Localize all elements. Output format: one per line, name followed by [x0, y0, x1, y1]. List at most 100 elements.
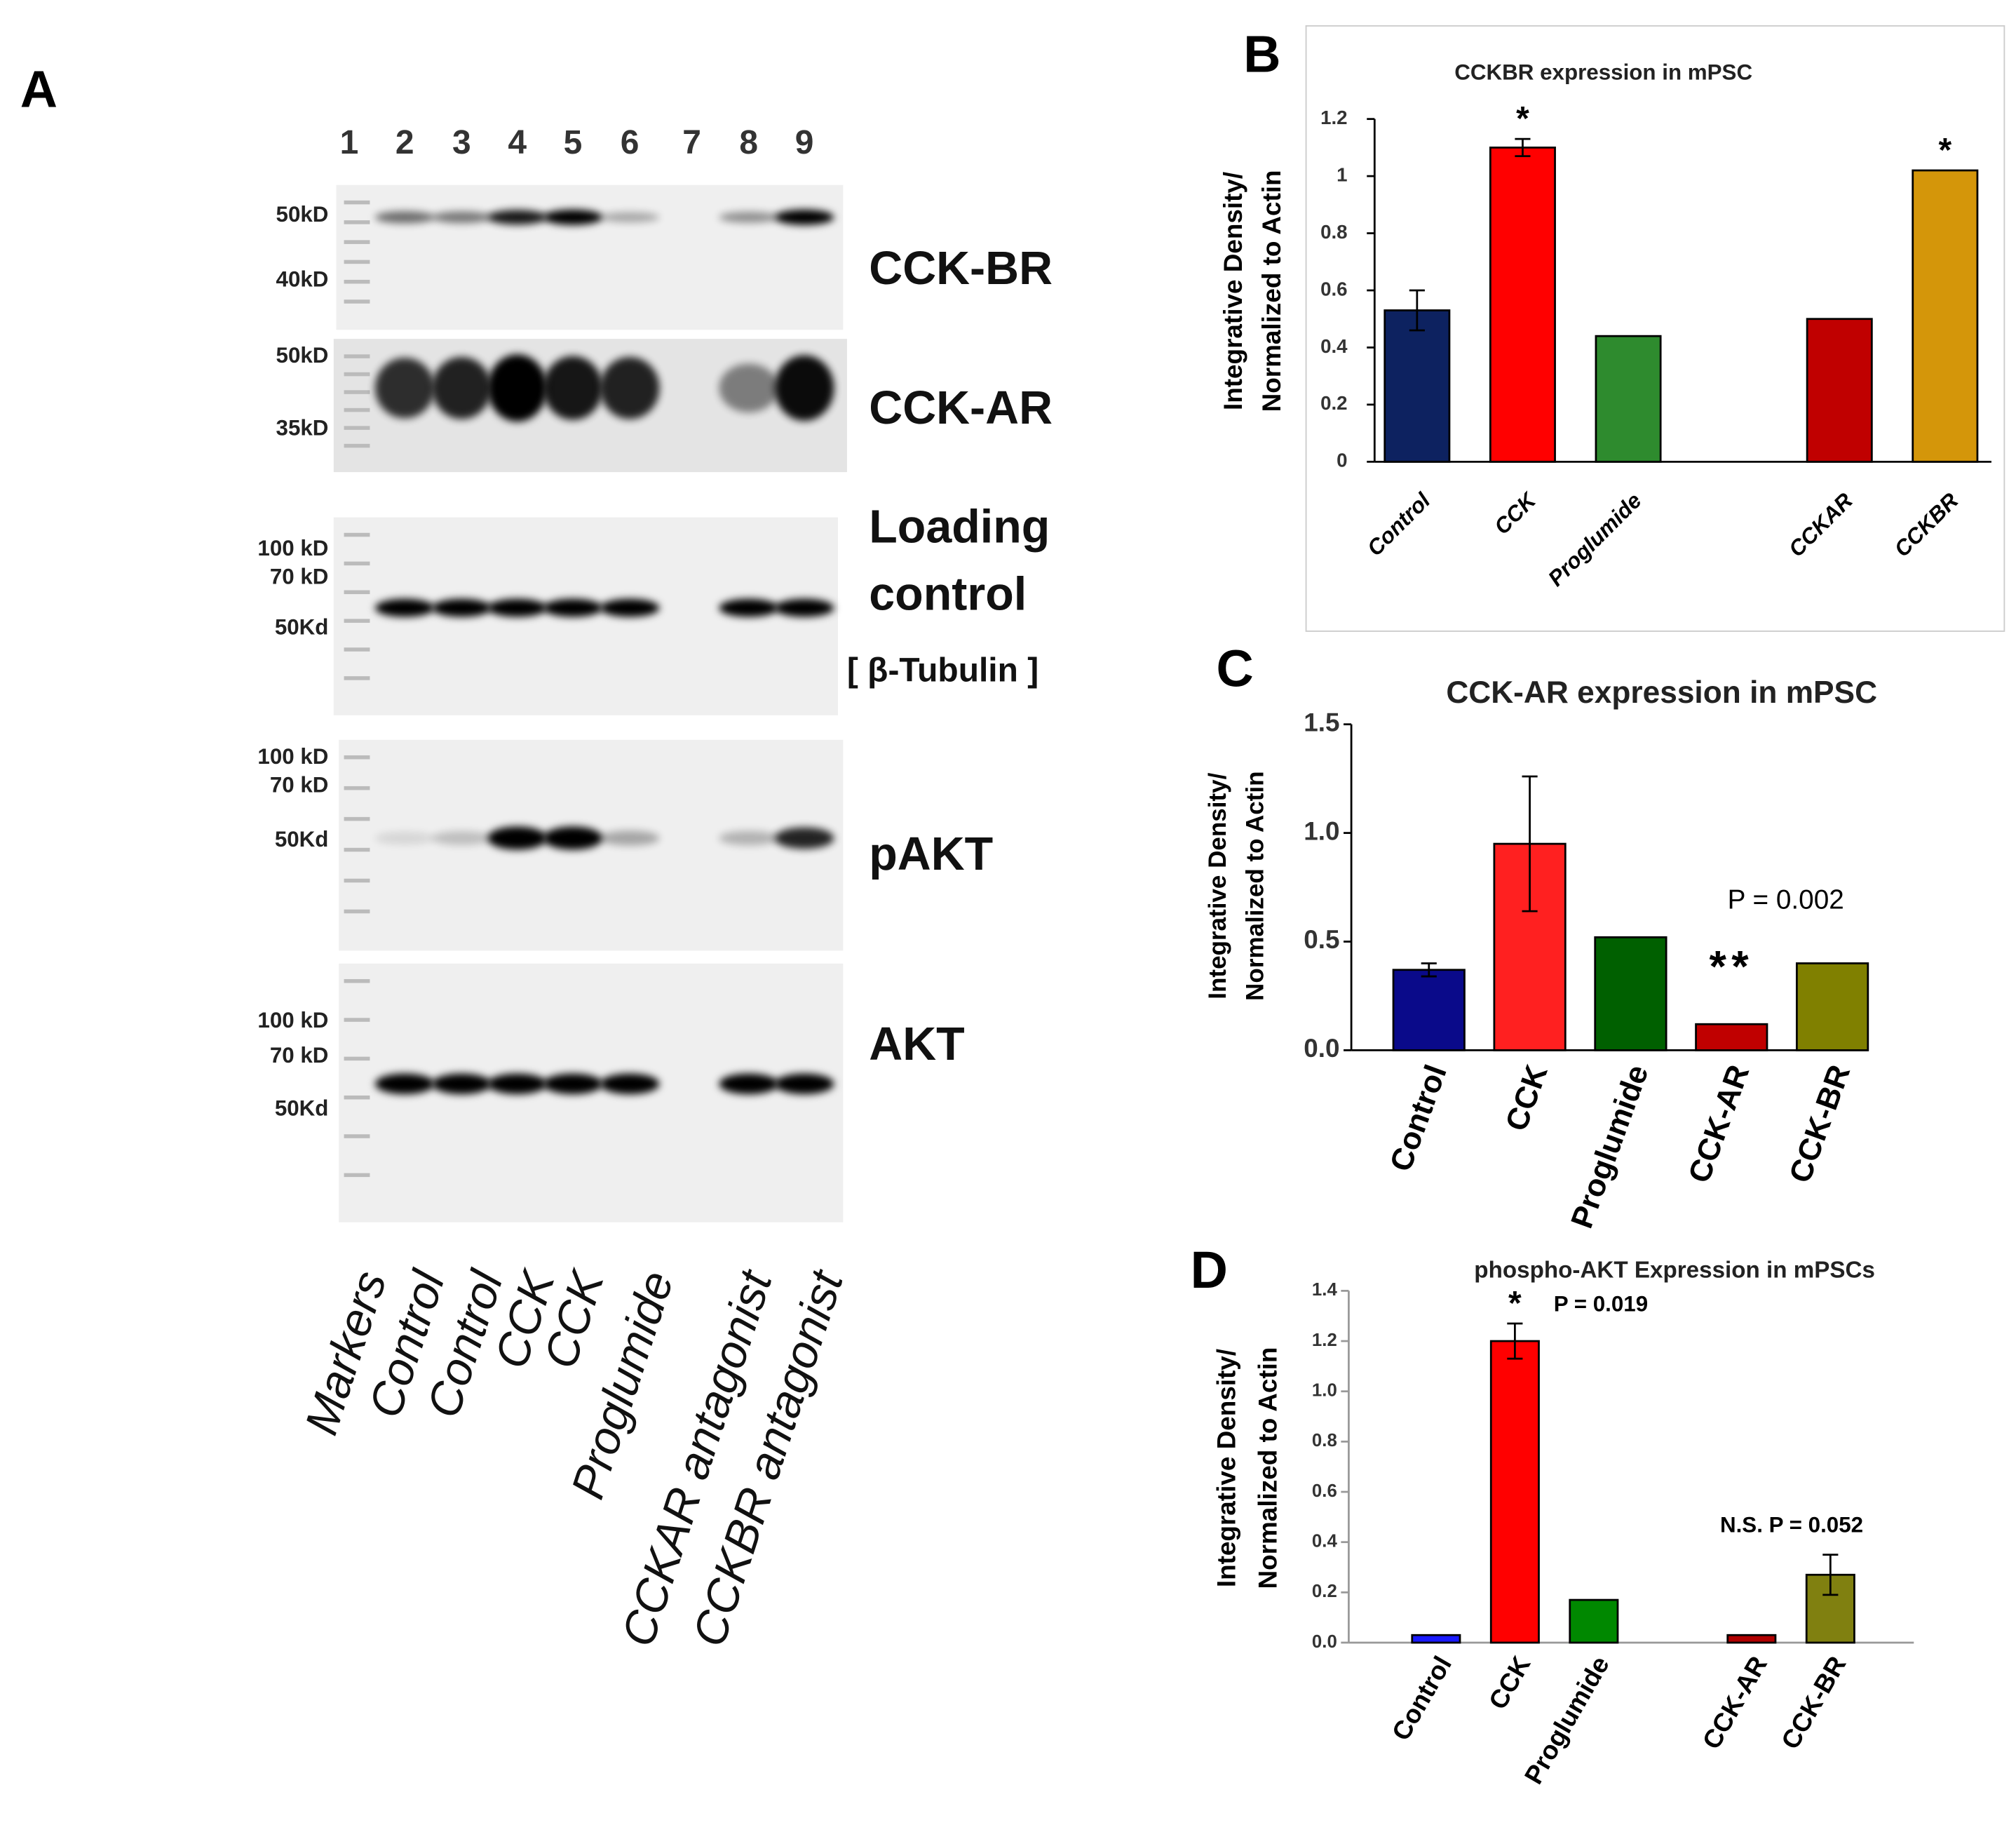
marker-label: 50kD	[276, 343, 329, 368]
band	[374, 831, 435, 845]
band	[774, 1073, 834, 1095]
error-bar	[1522, 775, 1538, 912]
marker-ladder	[344, 532, 370, 537]
marker-ladder	[344, 619, 370, 623]
blot-name: [ β-Tubulin ]	[847, 652, 1039, 689]
marker-label: 50Kd	[275, 827, 329, 851]
band	[374, 211, 435, 224]
x-tick-label: CCKBR	[1890, 488, 1963, 562]
band	[774, 355, 834, 421]
marker-ladder	[344, 1134, 370, 1138]
x-tick-label: Proglumide	[1543, 488, 1646, 591]
band	[600, 212, 660, 222]
y-axis-label: Normalized to Actin	[1242, 771, 1269, 1001]
band	[600, 830, 660, 846]
y-axis-label: Normalized to Actin	[1257, 170, 1286, 412]
y-tick-label: 0.8	[1320, 221, 1347, 243]
x-tick-label: CCK-BR	[1783, 1060, 1858, 1187]
band	[487, 598, 548, 617]
significance-star: *	[1516, 100, 1529, 137]
x-tick-label: Control	[1384, 1060, 1454, 1176]
lane-number: 7	[682, 124, 701, 161]
marker-ladder	[344, 260, 370, 264]
x-tick-label: Proglumide	[1564, 1060, 1655, 1232]
marker-label: 100 kD	[257, 744, 328, 769]
marker-label: 50kD	[276, 202, 329, 227]
marker-label: 50Kd	[275, 1096, 329, 1121]
marker-label: 40kD	[276, 267, 329, 291]
bar	[1384, 309, 1451, 463]
marker-label: 100 kD	[257, 1008, 328, 1032]
y-tick-label: 0.5	[1304, 925, 1339, 954]
marker-label: 50Kd	[275, 615, 329, 640]
marker-ladder	[344, 426, 370, 430]
bar	[1411, 1634, 1461, 1644]
y-tick-label: 0.2	[1312, 1582, 1337, 1601]
marker-ladder	[344, 200, 370, 205]
y-tick-label: 0.8	[1312, 1431, 1337, 1450]
lane-number: 9	[795, 124, 814, 161]
marker-label: 70 kD	[270, 1043, 329, 1068]
x-tick-label: CCK	[1483, 1651, 1536, 1714]
band	[719, 598, 779, 617]
blot-name: AKT	[869, 1018, 964, 1070]
x-tick-label: CCK	[1489, 487, 1541, 539]
marker-ladder	[344, 299, 370, 304]
panel-label: C	[1217, 639, 1254, 697]
error-bar	[1421, 962, 1437, 978]
marker-ladder	[344, 755, 370, 760]
lane-number: 5	[564, 124, 583, 161]
band	[487, 210, 548, 225]
blot	[336, 184, 844, 330]
marker-ladder	[344, 443, 370, 448]
marker-ladder	[344, 1173, 370, 1178]
bar	[1726, 1634, 1777, 1644]
band	[543, 1073, 603, 1095]
marker-label: 100 kD	[257, 536, 328, 560]
bar	[1806, 318, 1873, 463]
band	[600, 598, 660, 617]
y-tick-label: 0.4	[1320, 335, 1348, 357]
blot-name: CCK-AR	[869, 382, 1053, 434]
x-tick-label: CCK-AR	[1682, 1060, 1757, 1187]
band	[774, 209, 834, 225]
band	[374, 1073, 435, 1095]
y-axis-label: Integrative Density/	[1204, 772, 1231, 999]
panel-label: D	[1191, 1241, 1228, 1299]
band	[719, 1073, 779, 1095]
significance-star: *	[1508, 1285, 1522, 1322]
y-tick-label: 0.0	[1312, 1632, 1337, 1652]
band	[600, 356, 660, 419]
band	[543, 356, 603, 420]
p-value: P = 0.019	[1554, 1291, 1648, 1316]
marker-ladder	[344, 390, 370, 394]
chart-title: phospho-AKT Expression in mPSCs	[1474, 1257, 1875, 1283]
marker-ladder	[344, 1095, 370, 1100]
marker-ladder	[344, 240, 370, 244]
band	[431, 1073, 492, 1095]
band	[600, 1073, 660, 1095]
marker-label: 70 kD	[270, 772, 329, 797]
y-tick-label: 1.5	[1304, 708, 1339, 736]
lane-number: 3	[452, 124, 471, 161]
panel-label: A	[20, 60, 57, 118]
x-tick-label: Control	[1362, 487, 1435, 560]
y-tick-label: 1.0	[1312, 1381, 1337, 1401]
x-tick-label: CCK-BR	[1775, 1651, 1851, 1753]
bar	[1569, 1598, 1619, 1644]
bar	[1594, 936, 1667, 1051]
y-tick-label: 0.6	[1312, 1481, 1337, 1501]
blot-name: pAKT	[869, 828, 993, 880]
marker-ladder	[344, 354, 370, 358]
p-value: P = 0.002	[1728, 884, 1844, 915]
bar	[1392, 969, 1466, 1051]
y-tick-label: 0.6	[1320, 278, 1347, 299]
marker-ladder	[344, 847, 370, 852]
bar	[1489, 146, 1556, 463]
band	[487, 826, 548, 850]
band	[431, 356, 492, 419]
marker-ladder	[344, 647, 370, 652]
band	[487, 1073, 548, 1095]
blot	[333, 517, 839, 715]
